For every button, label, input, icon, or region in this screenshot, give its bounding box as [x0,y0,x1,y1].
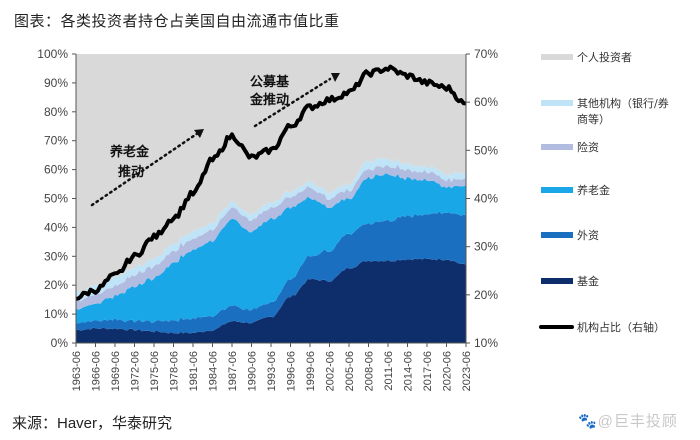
left-tick-label: 10% [44,307,68,321]
area-series-1 [76,211,466,334]
legend-swatch-4 [541,232,573,238]
area-series-0 [76,258,466,343]
x-tick-label: 1981-06 [188,351,200,391]
annotation-pension-line2: 推动 [118,164,144,180]
annotation-pension-arrowhead [194,129,204,138]
annotation-fund-line2: 金推动 [249,92,289,108]
stacked-areas [76,54,466,343]
legend-swatch-5 [541,278,573,284]
legend-label-5: 基金 [577,274,599,288]
x-tick-label: 1966-06 [91,351,103,391]
x-tick-label: 2023-06 [461,351,473,391]
legend-swatch-2 [541,144,573,150]
legend-swatch-1 [541,100,573,106]
area-series-4 [76,158,466,302]
x-tick-label: 2017-06 [422,351,434,391]
left-tick-label: 100% [37,47,68,61]
x-tick-label: 2014-06 [403,351,415,391]
right-tick-label: 10% [474,336,498,350]
right-tick-label: 20% [474,288,498,302]
x-tick-label: 2008-06 [364,351,376,391]
x-tick-label: 1993-06 [266,351,278,391]
left-tick-label: 40% [44,220,68,234]
x-tick-label: 1987-06 [227,351,239,391]
right-tick-label: 40% [474,192,498,206]
area-series-5 [76,54,466,294]
legend-label-3: 养老金 [577,183,610,197]
institution-share-line [75,64,467,301]
x-tick-label: 1975-06 [149,351,161,391]
legend-label-1: 其他机构（银行/券 [577,96,669,110]
annotations: 养老金 推动 公募基 金推动 [90,73,340,207]
x-tick-label: 1969-06 [110,351,122,391]
x-tick-label: 1972-06 [130,351,142,391]
legend-label-0: 个人投资者 [577,50,632,64]
x-tick-label: 1999-06 [305,351,317,391]
left-tick-label: 0% [51,336,69,350]
source-note: 来源：Haver，华泰研究 [12,415,173,432]
x-tick-label: 1978-06 [169,351,181,391]
legend-swatch-3 [541,187,573,193]
x-tick-label: 1984-06 [208,351,220,391]
annotation-fund-arrowhead [331,73,340,82]
x-tick-label: 2011-06 [383,351,395,391]
x-tick-label: 1963-06 [71,351,83,391]
right-tick-label: 60% [474,95,498,109]
annotation-pension-arrow [90,131,200,207]
x-tick-label: 2005-06 [344,351,356,391]
legend-swatch-0 [541,54,573,60]
x-tick-label: 2020-06 [442,351,454,391]
legend-label-2: 险资 [577,140,599,154]
legend-label-6: 机构占比（右轴） [577,320,665,334]
left-tick-label: 70% [44,134,68,148]
area-series-3 [76,164,466,310]
x-tick-label: 2002-06 [325,351,337,391]
left-tick-label: 60% [44,163,68,177]
legend-label-4: 外资 [577,229,599,242]
left-tick-label: 50% [44,192,68,206]
right-tick-label: 70% [474,47,498,61]
axes: 0% 10% 20% 30% 40% 50% 60% 70% 80% 90% 100% 10% 20% 3… [37,47,498,391]
left-tick-label: 80% [44,105,68,119]
annotation-fund-line1: 公募基 [250,74,290,90]
annotation-pension-line1: 养老金 [109,144,150,160]
left-tick-label: 20% [44,278,68,292]
chart-title: 图表：各类投资者持仓占美国自由流通市值比重 [14,13,340,30]
annotation-fund-arrow [253,77,332,128]
left-tick-label: 90% [44,76,68,90]
x-tick-label: 1996-06 [286,351,298,391]
x-tick-label: 1990-06 [247,351,259,391]
left-tick-label: 30% [44,249,68,263]
legend-label-1-line2: 商等） [577,112,610,126]
right-tick-label: 30% [474,240,498,254]
line-layer [75,64,467,301]
right-tick-label: 50% [474,143,498,157]
watermark: 🐾@巨丰投顾 [578,413,678,430]
area-series-2 [76,173,466,324]
